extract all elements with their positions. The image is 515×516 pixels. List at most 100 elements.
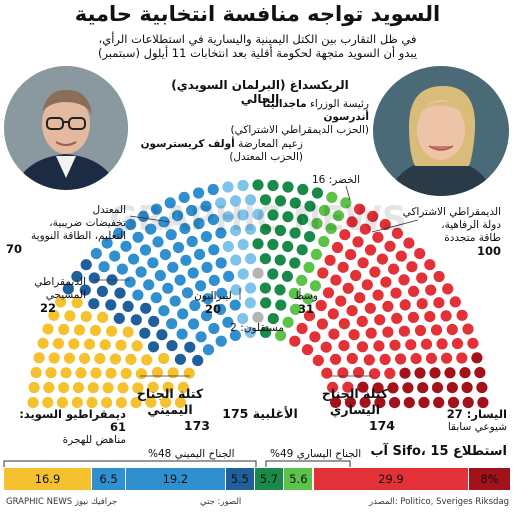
seat-0 (52, 338, 65, 350)
seat-0 (63, 352, 75, 364)
seat-0 (48, 352, 60, 364)
seat-7 (369, 266, 381, 278)
label-christian-democrats: الديمقراطي المسيحي 22 (6, 276, 86, 315)
seat-0 (99, 339, 111, 351)
seat-8 (474, 367, 486, 379)
seat-2 (176, 328, 188, 340)
left-leader-caption: زعيم المعارضة أولف كريسترسون (الحزب المع… (138, 138, 303, 164)
seat-5 (267, 238, 279, 251)
seat-3 (244, 223, 257, 235)
seat-7 (462, 323, 474, 335)
left-bloc-seats: 174 (368, 418, 395, 433)
seat-2 (169, 295, 181, 307)
label-mod-seats: 70 (6, 242, 23, 256)
seat-2 (223, 270, 235, 282)
right-bloc-name-2: اليميني (147, 402, 193, 417)
seat-7 (399, 299, 411, 311)
seat-0 (177, 381, 189, 393)
seat-5 (311, 187, 323, 199)
seat-7 (331, 241, 344, 254)
label-mod-line3: التعليم، الطاقة النووية (31, 230, 126, 242)
seat-5 (297, 183, 309, 196)
seat-0 (86, 396, 98, 409)
seat-1 (105, 299, 117, 311)
seat-2 (139, 244, 152, 256)
seat-2 (152, 236, 164, 248)
seat-2 (215, 257, 227, 269)
seat-7 (364, 244, 377, 256)
seat-7 (296, 322, 308, 335)
seat-1 (140, 302, 152, 314)
seat-7 (406, 261, 418, 273)
seat-0 (94, 353, 106, 365)
seat-7 (346, 216, 358, 228)
seat-0 (43, 381, 55, 394)
seat-5 (304, 231, 316, 243)
seat-0 (131, 340, 143, 352)
seat-2 (128, 253, 140, 265)
seat-2 (202, 344, 215, 356)
seat-2 (195, 331, 207, 343)
seat-6 (289, 303, 302, 315)
seat-7 (425, 352, 437, 364)
seat-2 (201, 261, 213, 273)
seat-2 (193, 187, 205, 199)
seat-2 (132, 231, 144, 243)
label-left-line2: شيوعي سابقا (447, 421, 507, 433)
label-independents: مستقلون: 2 (222, 322, 292, 335)
seat-7 (442, 283, 454, 295)
seat-0 (71, 396, 83, 409)
seat-5 (259, 282, 271, 294)
seat-7 (410, 353, 422, 365)
majority-text: الأغلبية (252, 406, 298, 421)
seat-0 (115, 397, 127, 409)
label-left-party: اليسار: 27 شيوعي سابقا (437, 408, 507, 434)
seat-7 (420, 338, 433, 350)
seat-7 (327, 308, 339, 320)
seat-5 (260, 297, 272, 309)
seat-1 (192, 354, 204, 367)
label-swd-line2: مناهض للهجرة (62, 434, 126, 446)
seat-0 (160, 396, 172, 408)
seat-7 (330, 353, 342, 365)
seat-5 (252, 179, 264, 191)
seat-7 (335, 295, 347, 307)
seat-2 (215, 335, 227, 347)
seat-2 (158, 305, 170, 317)
seat-5 (282, 181, 294, 193)
seat-8 (429, 367, 441, 379)
seat-1 (174, 353, 186, 365)
seat-7 (416, 272, 428, 284)
seat-7 (374, 314, 386, 326)
left-leader-name: أولف كريسترسون (140, 138, 235, 150)
seat-7 (346, 352, 358, 365)
seat-2 (208, 274, 220, 286)
seat-8 (357, 381, 369, 393)
seat-2 (167, 261, 179, 273)
seat-7 (414, 324, 427, 337)
seat-7 (407, 311, 419, 323)
seat-0 (117, 382, 129, 394)
seat-8 (374, 397, 386, 409)
seat-5 (289, 257, 301, 269)
seat-2 (179, 223, 191, 235)
seat-2 (195, 280, 207, 292)
seat-7 (364, 302, 376, 314)
seat-7 (357, 257, 369, 269)
hemicycle-chart: GRAPHIC NEWS (27, 179, 489, 409)
seat-2 (109, 250, 121, 262)
seat-7 (353, 203, 366, 215)
seat-8 (417, 382, 429, 394)
seat-3 (245, 282, 257, 294)
label-centre: وسط 31 (286, 290, 326, 316)
seat-7 (384, 367, 396, 379)
right-bloc-name-1: كتلة الجناح (136, 386, 204, 401)
seat-1 (114, 287, 126, 299)
seat-5 (289, 227, 301, 239)
seat-7 (328, 328, 340, 340)
seat-8 (399, 367, 411, 379)
seat-0 (55, 296, 67, 308)
seat-0 (90, 367, 102, 379)
seat-2 (202, 293, 214, 305)
seat-8 (431, 382, 444, 394)
